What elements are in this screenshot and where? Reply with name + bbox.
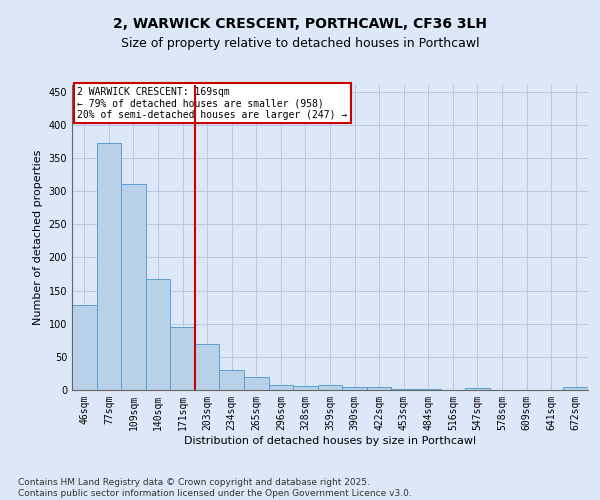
Bar <box>563 388 588 390</box>
Bar <box>465 388 490 390</box>
Bar <box>72 305 97 390</box>
Text: 2, WARWICK CRESCENT, PORTHCAWL, CF36 3LH: 2, WARWICK CRESCENT, PORTHCAWL, CF36 3LH <box>113 18 487 32</box>
X-axis label: Distribution of detached houses by size in Porthcawl: Distribution of detached houses by size … <box>184 436 476 446</box>
Text: Size of property relative to detached houses in Porthcawl: Size of property relative to detached ho… <box>121 38 479 51</box>
Bar <box>318 384 342 390</box>
Bar <box>269 384 293 390</box>
Bar <box>342 386 367 390</box>
Bar <box>220 370 244 390</box>
Bar <box>293 386 318 390</box>
Bar <box>244 376 269 390</box>
Bar <box>146 278 170 390</box>
Text: 2 WARWICK CRESCENT: 169sqm
← 79% of detached houses are smaller (958)
20% of sem: 2 WARWICK CRESCENT: 169sqm ← 79% of deta… <box>77 86 347 120</box>
Bar <box>367 388 391 390</box>
Text: Contains HM Land Registry data © Crown copyright and database right 2025.
Contai: Contains HM Land Registry data © Crown c… <box>18 478 412 498</box>
Bar <box>170 327 195 390</box>
Bar <box>97 142 121 390</box>
Bar <box>121 184 146 390</box>
Bar <box>195 344 220 390</box>
Y-axis label: Number of detached properties: Number of detached properties <box>33 150 43 325</box>
